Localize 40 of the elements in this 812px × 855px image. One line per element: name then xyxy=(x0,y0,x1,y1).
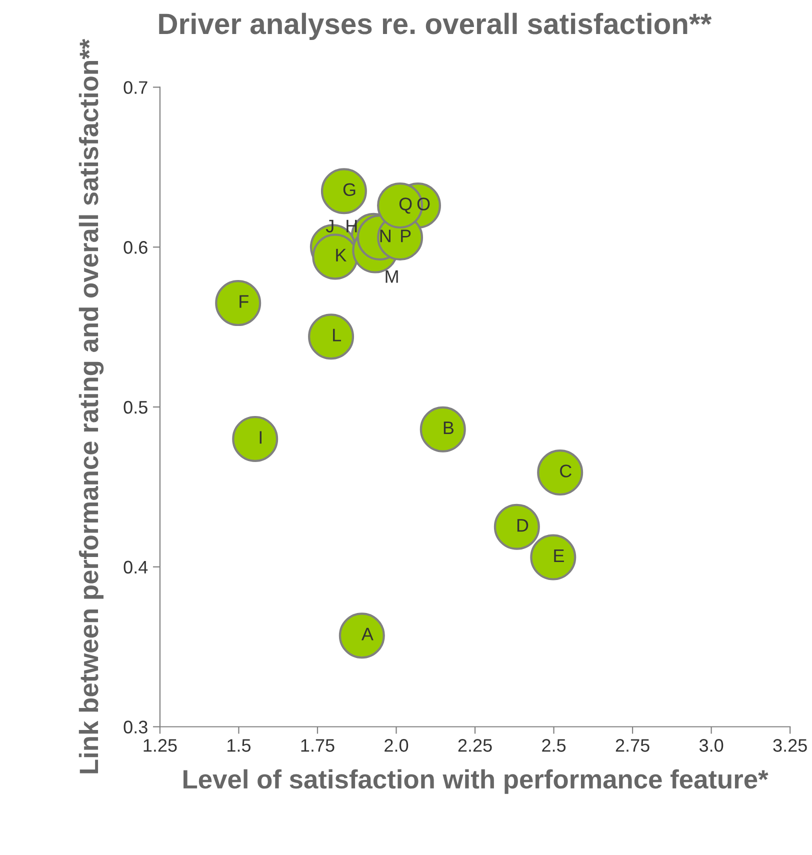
data-label: I xyxy=(260,431,262,444)
point xyxy=(537,450,584,496)
data-label: C xyxy=(560,464,572,478)
x-tick-label: 3.0 xyxy=(699,739,724,752)
chart-title: Driver analyses re. overall satisfaction** xyxy=(159,12,712,40)
x-tick-label: 2.0 xyxy=(384,739,408,752)
data-label: A xyxy=(361,628,374,640)
x-tick-label: 3.25 xyxy=(773,739,807,752)
data-label: B xyxy=(444,422,454,434)
y-tick-label: 0.4 xyxy=(124,560,148,574)
point xyxy=(215,280,262,326)
x-tick-label: 2.5 xyxy=(542,739,566,752)
x-axis-title: Level of satisfaction with performance feature* xyxy=(184,769,768,794)
point xyxy=(308,314,354,360)
x-tick-label: 1.75 xyxy=(301,739,334,752)
data-label: P xyxy=(401,230,411,242)
data-label: E xyxy=(554,550,564,562)
x-tick-label: 1.5 xyxy=(228,739,251,752)
data-label: L xyxy=(333,328,342,342)
x-tick-label: 2.25 xyxy=(458,739,492,752)
point xyxy=(338,612,385,659)
point xyxy=(494,504,540,550)
data-label: K xyxy=(336,248,347,262)
y-tick-label: 0.6 xyxy=(124,241,148,254)
point xyxy=(232,416,278,462)
point xyxy=(312,234,358,280)
y-tick-label: 0.3 xyxy=(124,720,148,734)
point xyxy=(320,168,367,214)
data-label: G xyxy=(343,183,356,196)
data-label: M xyxy=(386,270,398,283)
data-label: Q xyxy=(399,198,412,214)
x-tick-label: 1.25 xyxy=(144,739,177,752)
y-axis-title: Link between performance rating and overall satisfaction** xyxy=(78,38,104,774)
data-label: F xyxy=(240,295,248,308)
point xyxy=(420,406,466,452)
x-tick-label: 2.75 xyxy=(616,739,650,752)
data-label: D xyxy=(517,519,528,532)
y-tick-label: 0.7 xyxy=(124,81,148,94)
y-tick-label: 0.5 xyxy=(124,400,148,414)
point xyxy=(530,534,576,580)
